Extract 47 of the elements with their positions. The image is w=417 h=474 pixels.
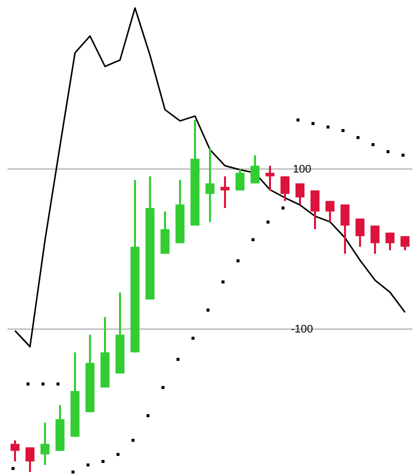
point (72, 470, 74, 474)
point (206, 308, 210, 312)
candlestick (326, 200, 334, 224)
point (222, 280, 224, 284)
point (192, 336, 194, 340)
y-tick-label: -100 (290, 324, 314, 336)
point (162, 386, 164, 390)
candlestick (400, 235, 410, 252)
candlestick (40, 422, 50, 466)
point (146, 414, 150, 418)
point (266, 220, 270, 224)
point (86, 463, 90, 466)
point (342, 129, 344, 132)
point (116, 452, 120, 456)
candlestick (26, 446, 34, 473)
candlestick (10, 439, 20, 462)
point (296, 118, 300, 122)
candlestick (220, 175, 230, 209)
point (42, 382, 44, 386)
point (356, 136, 360, 140)
point (176, 358, 180, 361)
candlestick (236, 168, 244, 192)
line-series (14, 7, 406, 348)
point (26, 382, 30, 386)
candlestick (296, 182, 304, 206)
point (102, 460, 104, 463)
point (236, 259, 240, 262)
point (56, 382, 60, 386)
candlestick (340, 203, 350, 255)
point (12, 466, 14, 470)
point (386, 150, 390, 154)
point (282, 206, 284, 210)
candlestick (370, 224, 380, 255)
candlestick (250, 154, 260, 184)
y-tick-label: 100 (292, 163, 312, 176)
candlestick (386, 232, 394, 252)
candlestick (280, 175, 290, 202)
point (132, 438, 134, 442)
point (312, 122, 314, 126)
candlestick (310, 189, 320, 230)
point (252, 238, 254, 242)
candlestick (206, 147, 214, 224)
point (326, 126, 330, 129)
candlestick (266, 164, 274, 192)
point (372, 143, 374, 146)
point (402, 154, 404, 157)
candlestick (356, 218, 364, 248)
